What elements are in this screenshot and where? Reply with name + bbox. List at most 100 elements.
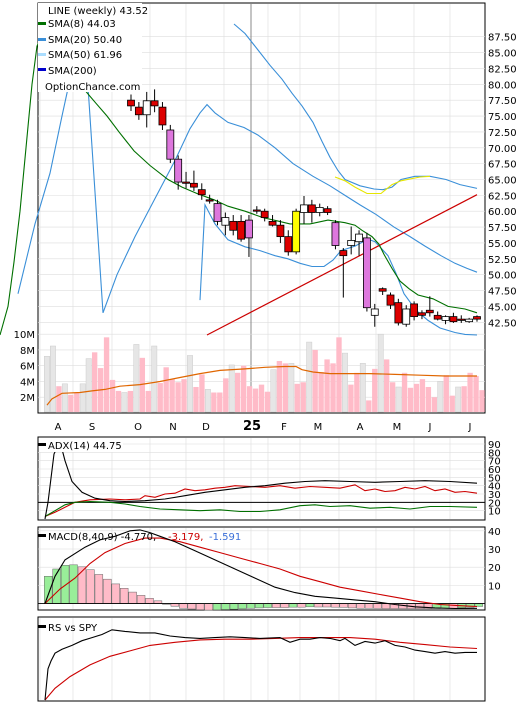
candle-body <box>425 309 434 314</box>
x-tick-label: J <box>428 422 432 433</box>
volume-bar <box>199 374 205 412</box>
macd-swatch <box>38 534 46 537</box>
candle-body <box>134 106 143 116</box>
x-tick-label: 25 <box>243 419 261 434</box>
macd-hist-bar <box>347 603 357 609</box>
adx-tick-label: 50 <box>488 473 501 484</box>
macd-hist-value: -1.591 <box>209 532 241 543</box>
x-tick-label: J <box>468 422 472 433</box>
price-tick-label: 80.00 <box>488 80 517 91</box>
volume-bars <box>44 333 485 413</box>
macd-hist-bar <box>288 603 298 608</box>
volume-bar <box>282 363 289 412</box>
rs-panel-frame <box>37 616 486 702</box>
x-tick-label: M <box>314 422 323 433</box>
legend-line-label: LINE (weekly) 43.52 <box>48 6 148 17</box>
volume-bar <box>175 382 181 412</box>
candle-body <box>402 308 411 325</box>
macd-hist-bar <box>221 603 230 610</box>
price-tick-label: 55.00 <box>488 239 517 250</box>
candle-body <box>158 106 167 126</box>
sma20-lower-line <box>199 202 478 336</box>
candle-body <box>355 233 363 243</box>
macd-hist-bar <box>314 603 323 608</box>
macd-hist-bar <box>280 603 289 608</box>
macd-label: MACD(8,40,9) -4.770, <box>48 532 156 543</box>
volume-bar <box>324 359 330 412</box>
adx-label-box <box>39 438 123 452</box>
volume-bar <box>85 358 92 413</box>
trend-line <box>206 194 478 336</box>
volume-bar <box>425 386 432 412</box>
macd-hist-bar <box>305 603 315 608</box>
candle-body <box>284 236 293 253</box>
macd-hist-bar <box>179 603 188 609</box>
price-tick-label: 52.50 <box>488 255 517 266</box>
adx-label: ADX(14) 44.75 <box>48 441 122 452</box>
macd-tick-label: 40 <box>488 527 501 538</box>
volume-bar <box>50 345 56 413</box>
price-tick-label: 75.00 <box>488 112 517 123</box>
x-tick-labels: A S O N D 25 F M A M J J <box>55 419 472 434</box>
volume-bar <box>264 391 271 412</box>
price-tick-label: 47.50 <box>488 287 517 298</box>
price-tick-label: 62.50 <box>488 191 517 202</box>
price-tick-label: 60.00 <box>488 207 517 218</box>
candle-body <box>378 288 387 292</box>
watermark: OptionChance.com <box>45 82 140 93</box>
candle-body <box>449 316 458 323</box>
adx-swatch <box>38 443 46 446</box>
volume-bar <box>359 363 366 413</box>
candle-body <box>205 199 214 202</box>
volume-bar <box>56 386 62 412</box>
macd-hist-bar <box>103 578 112 604</box>
volume-bar <box>44 356 50 413</box>
legend-sma8-label: SMA(8) 44.03 <box>48 19 116 30</box>
candle-body <box>473 316 481 320</box>
volume-bar <box>389 382 396 412</box>
macd-hist-bar <box>86 569 95 604</box>
candle-body <box>331 222 340 246</box>
macd-hist-bar <box>356 603 365 609</box>
volume-bar <box>235 372 241 412</box>
candle-body <box>260 210 269 218</box>
legend-sma20-label: SMA(20) 50.40 <box>48 35 122 46</box>
x-tick-label: S <box>89 422 95 433</box>
volume-bar <box>461 386 467 412</box>
volume-bar <box>223 378 229 412</box>
price-tick-labels: 42.50 45.00 47.50 50.00 52.50 55.00 57.50 60.00… <box>488 33 517 330</box>
x-tick-label: A <box>357 422 364 433</box>
volume-bar <box>288 363 295 413</box>
volume-bar <box>383 359 390 412</box>
candle-body <box>268 220 277 226</box>
x-tick-label: M <box>393 422 402 433</box>
candle-body <box>323 208 332 213</box>
volume-tick-label: 8M <box>20 346 35 357</box>
candle-body <box>410 303 418 317</box>
adx-tick-label: 70 <box>488 457 501 468</box>
volume-bar <box>473 375 479 412</box>
volume-bar <box>79 383 86 413</box>
volume-bar <box>354 372 360 412</box>
volume-bar <box>306 341 313 413</box>
volume-tick-label: 4M <box>20 377 35 388</box>
legend-box <box>38 3 142 92</box>
macd-hist-bar <box>246 603 256 609</box>
price-tick-label: 72.50 <box>488 128 517 139</box>
candle-body <box>174 158 183 183</box>
volume-bar <box>342 352 348 413</box>
candle-body <box>292 210 301 253</box>
volume-bar <box>204 389 211 413</box>
candle-body <box>221 217 230 226</box>
price-tick-label: 50.00 <box>488 271 517 282</box>
volume-bar <box>366 400 372 412</box>
candle-body <box>166 129 175 160</box>
volume-bar <box>270 369 277 413</box>
volume-bar <box>413 383 420 412</box>
volume-bar <box>193 386 199 412</box>
candle-body <box>300 204 308 213</box>
macd-hist-bar <box>77 566 87 604</box>
volume-bar <box>163 367 169 412</box>
volume-bar <box>455 386 462 413</box>
